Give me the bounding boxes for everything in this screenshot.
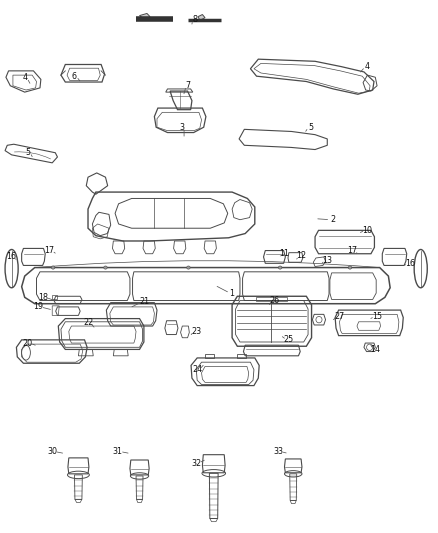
- Text: 2: 2: [330, 215, 335, 224]
- Ellipse shape: [348, 266, 352, 269]
- Ellipse shape: [51, 266, 55, 269]
- Text: 4: 4: [365, 62, 370, 71]
- Text: 31: 31: [113, 447, 123, 456]
- Ellipse shape: [104, 266, 107, 269]
- Text: 19: 19: [33, 302, 43, 311]
- Text: 8: 8: [192, 15, 198, 25]
- Text: 20: 20: [23, 338, 33, 348]
- Text: 18: 18: [39, 293, 49, 302]
- Text: 27: 27: [334, 312, 345, 321]
- Text: 24: 24: [192, 365, 202, 374]
- Text: 1: 1: [230, 288, 235, 297]
- Text: 23: 23: [191, 327, 201, 336]
- Text: 26: 26: [269, 296, 279, 305]
- Text: 15: 15: [372, 312, 382, 321]
- Text: 5: 5: [308, 123, 313, 132]
- Text: 12: 12: [296, 252, 306, 260]
- Text: 14: 14: [370, 345, 380, 354]
- Text: 5: 5: [25, 148, 30, 157]
- Text: 6: 6: [71, 71, 77, 80]
- Text: 33: 33: [273, 447, 283, 456]
- Text: 22: 22: [83, 318, 93, 327]
- Text: 32: 32: [191, 459, 201, 467]
- Ellipse shape: [279, 266, 282, 269]
- Text: 4: 4: [22, 73, 27, 82]
- Text: 16: 16: [6, 253, 16, 261]
- Ellipse shape: [187, 266, 190, 269]
- Polygon shape: [140, 13, 150, 20]
- Text: 16: 16: [405, 259, 415, 268]
- Text: 25: 25: [284, 335, 294, 344]
- Text: 17: 17: [347, 246, 358, 255]
- Text: 11: 11: [279, 249, 290, 259]
- Text: 7: 7: [186, 81, 191, 90]
- Text: 30: 30: [47, 447, 57, 456]
- Text: 3: 3: [180, 123, 184, 132]
- Text: 13: 13: [322, 256, 332, 264]
- Polygon shape: [198, 14, 205, 20]
- Text: 10: 10: [363, 226, 372, 235]
- Text: 17: 17: [45, 246, 55, 255]
- Text: 21: 21: [140, 297, 150, 306]
